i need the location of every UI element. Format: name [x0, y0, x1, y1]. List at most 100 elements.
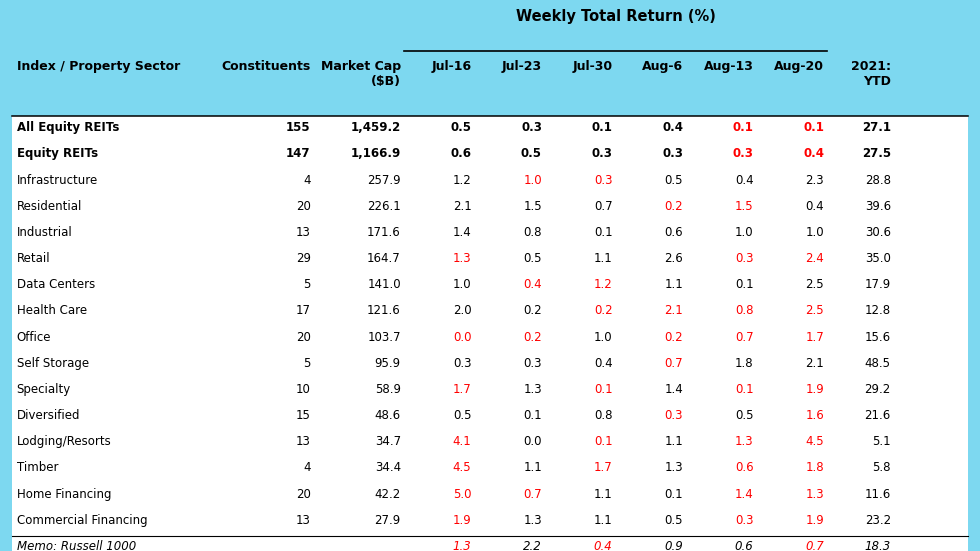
Text: 0.3: 0.3 [662, 147, 683, 160]
Text: 1.4: 1.4 [735, 488, 754, 501]
Text: 0.3: 0.3 [521, 121, 542, 134]
Text: 39.6: 39.6 [864, 200, 891, 213]
Text: 121.6: 121.6 [368, 304, 401, 317]
Text: 1.8: 1.8 [806, 462, 824, 474]
Text: 0.8: 0.8 [594, 409, 612, 422]
Text: 0.3: 0.3 [735, 514, 754, 527]
Text: 4.5: 4.5 [453, 462, 471, 474]
Text: 0.1: 0.1 [735, 278, 754, 291]
Text: 1.0: 1.0 [453, 278, 471, 291]
Text: 0.5: 0.5 [664, 174, 683, 187]
Text: 27.5: 27.5 [861, 147, 891, 160]
Text: Diversified: Diversified [17, 409, 80, 422]
Text: 1.9: 1.9 [806, 383, 824, 396]
Text: 0.1: 0.1 [804, 121, 824, 134]
Text: Jul-16: Jul-16 [431, 60, 471, 73]
Text: 0.1: 0.1 [523, 409, 542, 422]
Text: 28.8: 28.8 [864, 174, 891, 187]
Text: 30.6: 30.6 [864, 226, 891, 239]
Text: 0.5: 0.5 [735, 409, 754, 422]
Text: 20: 20 [296, 200, 311, 213]
Text: 15: 15 [296, 409, 311, 422]
Text: 2.6: 2.6 [664, 252, 683, 265]
Text: 147: 147 [286, 147, 311, 160]
Text: 0.4: 0.4 [662, 121, 683, 134]
Bar [12, 3, 968, 55]
Text: 1.0: 1.0 [594, 331, 612, 344]
Text: 0.5: 0.5 [451, 121, 471, 134]
Text: 171.6: 171.6 [368, 226, 401, 239]
Text: Aug-20: Aug-20 [774, 60, 824, 73]
Text: 58.9: 58.9 [374, 383, 401, 396]
Text: 0.5: 0.5 [523, 252, 542, 265]
Text: 0.6: 0.6 [735, 462, 754, 474]
Text: 48.5: 48.5 [864, 357, 891, 370]
Text: 5: 5 [303, 278, 311, 291]
Text: 29.2: 29.2 [864, 383, 891, 396]
Text: Commercial Financing: Commercial Financing [17, 514, 147, 527]
Text: Aug-13: Aug-13 [704, 60, 754, 73]
Text: 20: 20 [296, 331, 311, 344]
Text: 2.5: 2.5 [806, 278, 824, 291]
Text: Constituents: Constituents [221, 60, 311, 73]
Text: 0.4: 0.4 [594, 357, 612, 370]
Text: Memo: Russell 1000: Memo: Russell 1000 [17, 540, 136, 551]
Text: 0.3: 0.3 [733, 147, 754, 160]
Text: 21.6: 21.6 [864, 409, 891, 422]
Text: 4.1: 4.1 [453, 435, 471, 449]
Text: 5.8: 5.8 [872, 462, 891, 474]
Text: 13: 13 [296, 226, 311, 239]
Text: 0.2: 0.2 [594, 304, 612, 317]
Text: 2021:
YTD: 2021: YTD [851, 60, 891, 88]
Text: 1.0: 1.0 [523, 174, 542, 187]
Text: 0.4: 0.4 [594, 540, 612, 551]
Text: Lodging/Resorts: Lodging/Resorts [17, 435, 112, 449]
Text: 2.0: 2.0 [453, 304, 471, 317]
Text: 0.0: 0.0 [523, 435, 542, 449]
Text: 1.5: 1.5 [523, 200, 542, 213]
Text: 5.1: 5.1 [872, 435, 891, 449]
Text: 0.7: 0.7 [806, 540, 824, 551]
Text: 17.9: 17.9 [864, 278, 891, 291]
Bar [12, 116, 968, 551]
Text: 1.3: 1.3 [523, 514, 542, 527]
Text: All Equity REITs: All Equity REITs [17, 121, 119, 134]
Text: 2.1: 2.1 [453, 200, 471, 213]
Text: 4: 4 [303, 174, 311, 187]
Text: 1.1: 1.1 [523, 462, 542, 474]
Text: Market Cap
($B): Market Cap ($B) [320, 60, 401, 88]
Text: 0.8: 0.8 [735, 304, 754, 317]
Text: 1,459.2: 1,459.2 [351, 121, 401, 134]
Text: 0.3: 0.3 [735, 252, 754, 265]
Text: 23.2: 23.2 [864, 514, 891, 527]
Text: 141.0: 141.0 [368, 278, 401, 291]
Text: 34.7: 34.7 [374, 435, 401, 449]
Text: 18.3: 18.3 [864, 540, 891, 551]
Text: 155: 155 [286, 121, 311, 134]
Text: 2.3: 2.3 [806, 174, 824, 187]
Text: 1.5: 1.5 [735, 200, 754, 213]
Text: 0.1: 0.1 [594, 383, 612, 396]
Text: 2.1: 2.1 [806, 357, 824, 370]
Text: 1.3: 1.3 [453, 540, 471, 551]
Text: 1.7: 1.7 [594, 462, 612, 474]
Text: 27.1: 27.1 [861, 121, 891, 134]
Text: 1.3: 1.3 [453, 252, 471, 265]
Text: 0.2: 0.2 [523, 304, 542, 317]
Text: 29: 29 [296, 252, 311, 265]
Text: 5.0: 5.0 [453, 488, 471, 501]
Text: 1.3: 1.3 [806, 488, 824, 501]
Text: 0.3: 0.3 [594, 174, 612, 187]
Text: 226.1: 226.1 [368, 200, 401, 213]
Text: 20: 20 [296, 488, 311, 501]
Text: Equity REITs: Equity REITs [17, 147, 98, 160]
Text: 1.3: 1.3 [735, 435, 754, 449]
Text: 11.6: 11.6 [864, 488, 891, 501]
Text: 0.1: 0.1 [735, 383, 754, 396]
Text: 164.7: 164.7 [368, 252, 401, 265]
Text: 1.1: 1.1 [594, 252, 612, 265]
Text: 1.1: 1.1 [594, 514, 612, 527]
Text: 13: 13 [296, 435, 311, 449]
Text: 0.2: 0.2 [664, 331, 683, 344]
Text: Aug-6: Aug-6 [642, 60, 683, 73]
